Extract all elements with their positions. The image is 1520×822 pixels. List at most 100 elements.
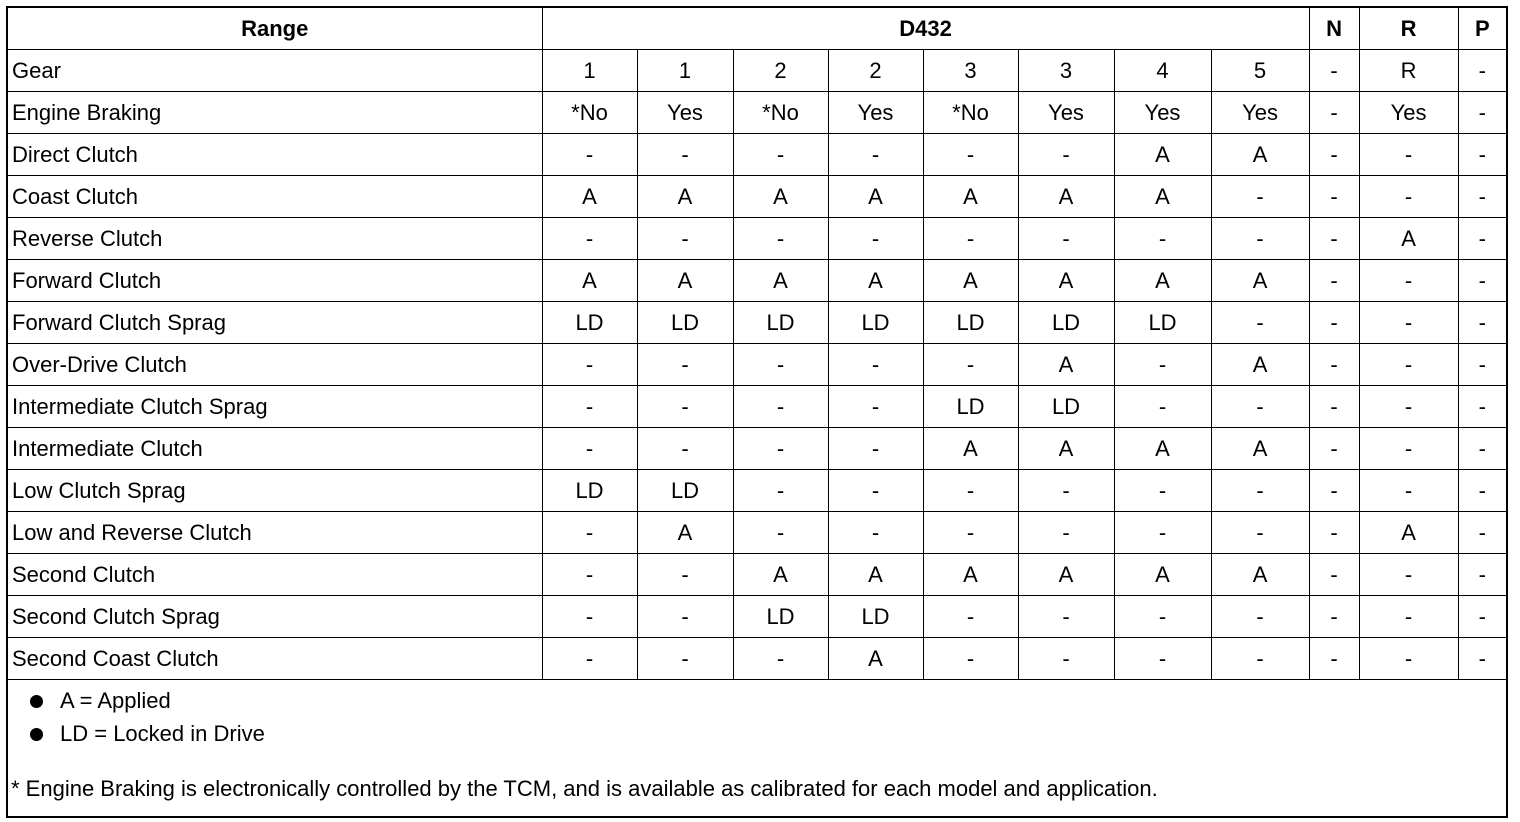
table-cell: - xyxy=(732,385,829,428)
table-cell: - xyxy=(1358,175,1459,218)
table-cell: Yes xyxy=(827,91,924,134)
table-cell: *No xyxy=(732,91,829,134)
table-cell: - xyxy=(636,217,734,260)
table-cell: - xyxy=(1358,595,1459,638)
table-cell: - xyxy=(827,511,924,554)
header-cell: N xyxy=(1308,8,1360,50)
row-label: Second Coast Clutch xyxy=(8,637,543,680)
table-cell: 1 xyxy=(541,49,638,92)
table-cell: - xyxy=(1113,217,1212,260)
table-cell: A xyxy=(732,259,829,302)
table-cell: A xyxy=(1017,175,1115,218)
table-cell: LD xyxy=(827,595,924,638)
table-cell: A xyxy=(1210,343,1310,386)
table-cell: - xyxy=(1457,343,1507,386)
table-cell: A xyxy=(1113,175,1212,218)
table-cell: - xyxy=(1210,385,1310,428)
row-label: Forward Clutch xyxy=(8,259,543,302)
table-cell: - xyxy=(1457,385,1507,428)
table-cell: - xyxy=(732,217,829,260)
table-cell: LD xyxy=(541,469,638,512)
table-cell: - xyxy=(1113,469,1212,512)
table-cell: 3 xyxy=(1017,49,1115,92)
table-cell: - xyxy=(1457,301,1507,344)
table-cell: - xyxy=(922,343,1019,386)
table-cell: - xyxy=(922,637,1019,680)
table-cell: *No xyxy=(922,91,1019,134)
table-cell: - xyxy=(1457,637,1507,680)
row-label: Gear xyxy=(8,49,543,92)
table-cell: - xyxy=(636,343,734,386)
row-label: Over-Drive Clutch xyxy=(8,343,543,386)
table-cell: - xyxy=(541,595,638,638)
table-cell: LD xyxy=(827,301,924,344)
table-cell: - xyxy=(732,637,829,680)
table-row: Second Clutch Sprag - - LD LD - - - - - - - xyxy=(8,595,1507,638)
table-row: Engine Braking *No Yes *No Yes *No Yes Yes Yes - Y… xyxy=(8,91,1507,134)
table-cell: - xyxy=(732,427,829,470)
table-cell: - xyxy=(922,595,1019,638)
table-cell: A xyxy=(1210,427,1310,470)
table-row: Intermediate Clutch Sprag - - - - LD LD - - - - - xyxy=(8,385,1507,428)
table-cell: Yes xyxy=(1113,91,1212,134)
table-cell: A xyxy=(636,175,734,218)
table-cell: - xyxy=(1358,637,1459,680)
table-cell: 5 xyxy=(1210,49,1310,92)
footnote: * Engine Braking is electronically contr… xyxy=(11,776,1158,801)
table-cell: - xyxy=(1457,469,1507,512)
table-cell: - xyxy=(636,385,734,428)
table-cell: A xyxy=(1113,259,1212,302)
table-cell: - xyxy=(1457,133,1507,176)
table-cell: A xyxy=(732,553,829,596)
legend-text: LD = Locked in Drive xyxy=(60,721,265,746)
table-cell: A xyxy=(541,175,638,218)
bullet xyxy=(30,694,43,708)
table-cell: - xyxy=(1308,133,1360,176)
table-row: Second Coast Clutch - - - A - - - - - - - xyxy=(8,637,1507,680)
table-cell: - xyxy=(541,637,638,680)
header-cell: R xyxy=(1358,8,1459,50)
table-cell: A xyxy=(1210,553,1310,596)
table-cell: - xyxy=(1308,553,1360,596)
table-cell: *No xyxy=(541,91,638,134)
table-cell: - xyxy=(732,511,829,554)
table-cell: - xyxy=(827,427,924,470)
table-cell: - xyxy=(1358,133,1459,176)
table-cell: - xyxy=(1017,595,1115,638)
table-cell: A xyxy=(636,259,734,302)
table-cell: - xyxy=(1210,217,1310,260)
table-cell: - xyxy=(1457,259,1507,302)
table-cell: - xyxy=(1358,301,1459,344)
row-label: Low and Reverse Clutch xyxy=(8,511,543,554)
table-cell: - xyxy=(1358,259,1459,302)
table-cell: A xyxy=(827,637,924,680)
table-cell: - xyxy=(1358,427,1459,470)
table-cell: - xyxy=(1457,91,1507,134)
table-cell: - xyxy=(827,133,924,176)
table-cell: A xyxy=(732,175,829,218)
table-row: Low and Reverse Clutch - A - - - - - - - A - xyxy=(8,511,1507,554)
table-cell: - xyxy=(541,427,638,470)
row-label: Forward Clutch Sprag xyxy=(8,301,543,344)
legend-item: LD = Locked in Drive xyxy=(30,721,265,747)
table-cell: 3 xyxy=(922,49,1019,92)
table-cell: LD xyxy=(1017,385,1115,428)
transmission-table: Range D432 N R P Gear 1 1 2 2 3 3 4 5- R - Engine B… xyxy=(6,6,1508,818)
table-cell: - xyxy=(827,469,924,512)
table-cell: 2 xyxy=(732,49,829,92)
table-cell: LD xyxy=(1017,301,1115,344)
table-cell: A xyxy=(1017,343,1115,386)
table-cell: LD xyxy=(922,385,1019,428)
table-cell: A xyxy=(1017,553,1115,596)
table-cell: - xyxy=(1113,637,1212,680)
legend-item: A = Applied xyxy=(30,688,171,714)
table-cell: A xyxy=(922,427,1019,470)
table-cell: - xyxy=(1308,427,1360,470)
table-cell: - xyxy=(732,469,829,512)
table-cell: Yes xyxy=(1210,91,1310,134)
table-row: Low Clutch Sprag LD LD - - - - - - - - - xyxy=(8,469,1507,512)
table-cell: - xyxy=(541,343,638,386)
table-cell: - xyxy=(1308,385,1360,428)
table-cell: - xyxy=(1113,595,1212,638)
